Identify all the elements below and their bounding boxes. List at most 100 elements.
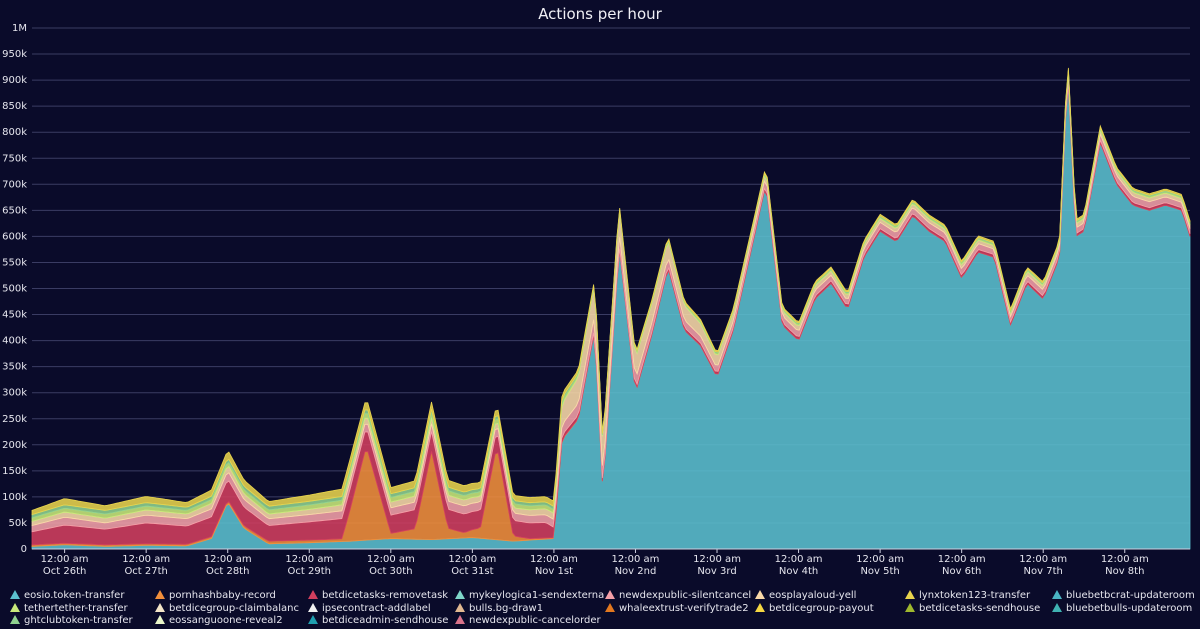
x-tick-time: 12:00 am (693, 554, 741, 565)
legend-item[interactable]: lynxtoken123-transfer (905, 590, 1030, 602)
legend-triangle-icon (905, 602, 915, 612)
legend-triangle-icon (308, 602, 318, 612)
legend-item[interactable]: betdiceadmin-sendhouse (308, 615, 448, 627)
legend-label: betdicetasks-sendhouse (919, 602, 1041, 614)
y-tick-label: 850k (2, 101, 27, 112)
y-tick-label: 350k (2, 362, 27, 373)
legend-triangle-icon (1052, 602, 1062, 612)
legend-item[interactable]: eossanguoone-reveal2 (155, 615, 283, 627)
legend-item[interactable]: bluebetbcrat-updateroom (1052, 590, 1195, 602)
y-tick-label: 50k (8, 518, 27, 529)
x-tick-date: Nov 7th (1024, 566, 1063, 577)
legend-label: eosio.token-transfer (24, 590, 125, 601)
chart-title: Actions per hour (538, 5, 662, 23)
x-tick-time: 12:00 am (530, 554, 578, 565)
legend-item[interactable]: tethertether-transfer (10, 602, 128, 615)
legend-label: mykeylogica1-sendexterna (469, 590, 605, 601)
legend-triangle-icon (155, 590, 165, 599)
legend-item[interactable]: bluebetbulls-updateroom (1052, 602, 1193, 615)
legend-label: betdicetasks-removetask (322, 590, 449, 601)
x-tick-time: 12:00 am (367, 554, 415, 565)
legend-label: bluebetbcrat-updateroom (1066, 590, 1195, 601)
y-tick-label: 250k (2, 414, 27, 425)
legend-item[interactable]: newdexpublic-cancelorder (455, 615, 601, 627)
x-tick-date: Oct 30th (369, 566, 412, 577)
y-tick-label: 700k (2, 179, 27, 190)
legend-label: betdiceadmin-sendhouse (322, 615, 449, 626)
legend-triangle-icon (455, 602, 465, 612)
x-tick-time: 12:00 am (1019, 554, 1067, 565)
y-tick-label: 1M (12, 23, 27, 34)
legend-triangle-icon (155, 602, 165, 612)
area-chart: 0 50k 100k 150k 200k 250k 300k 350k 400k 450k 500k… (2, 23, 1191, 577)
series-areas (31, 67, 1191, 550)
legend-triangle-icon (905, 590, 915, 599)
x-tick-date: Nov 3rd (697, 566, 736, 577)
x-tick-time: 12:00 am (285, 554, 333, 565)
legend-label: bluebetbulls-updateroom (1066, 602, 1193, 614)
y-tick-label: 150k (2, 466, 27, 477)
legend-triangle-icon (755, 602, 765, 612)
legend-label: bulls.bg-draw1 (469, 602, 544, 614)
legend-label: newdexpublic-cancelorder (469, 615, 601, 626)
x-tick-date: Oct 28th (206, 566, 249, 577)
legend-item[interactable]: whaleextrust-verifytrade2 (605, 602, 749, 615)
x-tick-date: Nov 4th (779, 566, 818, 577)
legend-item[interactable]: betdicetasks-sendhouse (905, 602, 1041, 615)
legend-item[interactable]: bulls.bg-draw1 (455, 602, 544, 615)
x-tick-time: 12:00 am (448, 554, 496, 565)
legend-triangle-icon (308, 590, 318, 599)
legend-label: newdexpublic-silentcancel (619, 590, 752, 601)
x-tick-date: Oct 27th (124, 566, 167, 577)
legend-triangle-icon (1052, 590, 1062, 599)
x-tick-date: Oct 31st (451, 566, 493, 577)
legend-triangle-icon (455, 590, 465, 599)
area-lynxtoken123-transfer (31, 67, 1191, 516)
y-tick-label: 950k (2, 49, 27, 60)
legend-triangle-icon (10, 590, 20, 599)
y-tick-label: 300k (2, 388, 27, 399)
legend-item[interactable]: pornhashbaby-record (155, 590, 276, 602)
legend-label: betdicegroup-payout (769, 602, 874, 614)
x-tick-time: 12:00 am (775, 554, 823, 565)
legend-item[interactable]: ipsecontract-addlabel (308, 602, 431, 615)
legend-label: pornhashbaby-record (169, 590, 276, 601)
y-tick-label: 600k (2, 231, 27, 242)
legend-label: lynxtoken123-transfer (919, 590, 1031, 601)
y-tick-label: 800k (2, 127, 27, 138)
y-tick-label: 200k (2, 440, 27, 451)
y-tick-label: 400k (2, 336, 27, 347)
legend-triangle-icon (605, 602, 615, 612)
x-tick-time: 12:00 am (612, 554, 660, 565)
x-tick-time: 12:00 am (938, 554, 986, 565)
legend-item[interactable]: ghtclubtoken-transfer (10, 615, 133, 627)
legend-item[interactable]: betdicetasks-removetask (308, 590, 448, 602)
legend-item[interactable]: newdexpublic-silentcancel (605, 590, 751, 602)
x-tick-date: Oct 26th (43, 566, 86, 577)
legend-triangle-icon (308, 615, 318, 624)
legend-label: eosplayaloud-yell (769, 590, 857, 601)
y-tick-label: 900k (2, 75, 27, 86)
x-tick-date: Nov 1st (535, 566, 573, 577)
y-tick-label: 550k (2, 257, 27, 268)
legend-triangle-icon (155, 615, 165, 624)
legend-item[interactable]: mykeylogica1-sendexterna (455, 590, 604, 602)
legend-item[interactable]: eosio.token-transfer (10, 590, 124, 602)
legend-item[interactable]: eosplayaloud-yell (755, 590, 856, 602)
x-tick-time: 12:00 am (122, 554, 170, 565)
legend-label: whaleextrust-verifytrade2 (619, 602, 749, 614)
legend-triangle-icon (755, 590, 765, 599)
legend-triangle-icon (605, 590, 615, 599)
legend-label: eossanguoone-reveal2 (169, 615, 283, 626)
legend-item[interactable]: betdicegroup-claimbalanc (155, 602, 299, 615)
x-tick-date: Nov 2nd (615, 566, 657, 577)
legend-item[interactable]: betdicegroup-payout (755, 602, 874, 615)
x-tick-date: Nov 6th (942, 566, 981, 577)
legend-triangle-icon (10, 602, 20, 612)
area-eosio-token-transfer (31, 84, 1191, 550)
y-axis: 0 50k 100k 150k 200k 250k 300k 350k 400k 450k 500k… (2, 23, 27, 555)
legend-label: tethertether-transfer (24, 602, 128, 614)
legend-triangle-icon (10, 615, 20, 624)
legend-label: ghtclubtoken-transfer (24, 615, 133, 626)
y-tick-label: 0 (21, 544, 27, 555)
